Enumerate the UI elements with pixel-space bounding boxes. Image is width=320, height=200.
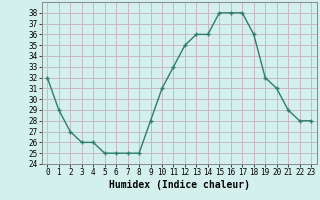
X-axis label: Humidex (Indice chaleur): Humidex (Indice chaleur) bbox=[109, 180, 250, 190]
